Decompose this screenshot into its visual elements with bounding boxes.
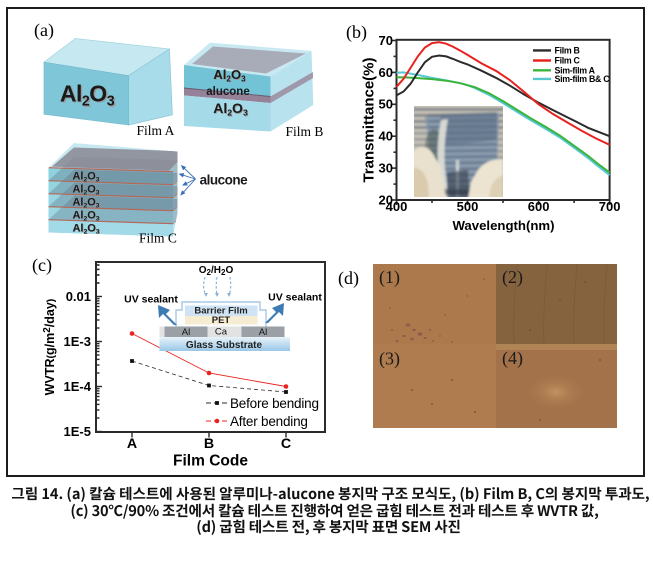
svg-text:Sim-film B& C: Sim-film B& C [555,74,611,84]
svg-text:UV sealant: UV sealant [268,292,322,304]
svg-text:1E-3: 1E-3 [64,334,91,349]
svg-text:(d): (d) [338,268,359,289]
svg-text:60: 60 [379,65,393,80]
svg-text:(4): (4) [502,348,523,369]
svg-text:UV sealant: UV sealant [124,294,178,306]
svg-text:Film Code: Film Code [173,453,248,470]
svg-text:30: 30 [379,161,393,176]
svg-text:(c): (c) [32,255,52,276]
svg-text:B: B [204,436,214,452]
svg-text:Al2O3: Al2O3 [73,197,100,210]
svg-text:Film B: Film B [286,124,324,139]
svg-text:20: 20 [379,192,393,207]
svg-text:Film C: Film C [555,56,581,66]
svg-text:Film C: Film C [139,231,177,246]
svg-text:Al2O3: Al2O3 [213,100,248,118]
svg-text:(a): (a) [34,20,54,41]
svg-text:Al2O3: Al2O3 [72,209,99,222]
svg-text:1E-5: 1E-5 [64,424,91,439]
svg-text:50: 50 [379,97,393,112]
svg-text:1E-4: 1E-4 [64,379,92,394]
svg-text:Al2O3: Al2O3 [72,170,99,183]
svg-text:Sim-film A: Sim-film A [555,66,596,76]
svg-text:0.01: 0.01 [66,289,91,304]
svg-text:alucone: alucone [200,173,249,188]
svg-text:O2/H2O: O2/H2O [199,265,234,277]
svg-text:Al: Al [259,327,267,338]
svg-text:Barrier Film: Barrier Film [194,306,247,317]
svg-text:Al2O3: Al2O3 [73,184,100,197]
svg-text:600: 600 [528,199,550,214]
svg-text:After bending: After bending [230,414,308,429]
svg-text:Al2O3: Al2O3 [73,210,100,223]
svg-text:Al: Al [182,327,190,338]
svg-text:(3): (3) [379,349,400,370]
svg-text:(1): (1) [379,267,400,288]
svg-text:Film A: Film A [137,123,175,138]
svg-text:PET: PET [212,315,231,326]
svg-text:Al2O3: Al2O3 [72,196,99,209]
svg-text:Film B: Film B [555,46,580,56]
svg-text:(2): (2) [502,267,523,288]
svg-text:WVTR(g/m2/day): WVTR(g/m2/day) [42,299,57,396]
svg-text:alucone: alucone [206,86,249,98]
svg-text:Al2O3: Al2O3 [73,171,100,184]
svg-text:C: C [281,436,291,452]
svg-text:Transmittance(%): Transmittance(%) [361,57,378,182]
svg-text:Glass Substrate: Glass Substrate [186,340,263,351]
svg-text:40: 40 [379,129,393,144]
svg-text:Al2O3: Al2O3 [214,101,249,119]
svg-text:Al2O3: Al2O3 [73,223,100,236]
svg-text:Al2O3: Al2O3 [213,67,246,83]
svg-text:Wavelength(nm): Wavelength(nm) [452,218,554,233]
svg-text:Al2O3: Al2O3 [72,222,99,235]
svg-text:A: A [127,436,137,452]
svg-text:(b): (b) [346,22,367,43]
svg-text:Al2O3: Al2O3 [72,183,99,196]
svg-text:70: 70 [379,33,393,48]
svg-text:Al2O3: Al2O3 [214,68,247,84]
svg-text:700: 700 [599,199,621,214]
svg-text:500: 500 [457,199,479,214]
svg-text:Before bending: Before bending [230,396,319,411]
svg-text:Ca: Ca [215,327,228,338]
svg-text:400: 400 [386,199,408,214]
